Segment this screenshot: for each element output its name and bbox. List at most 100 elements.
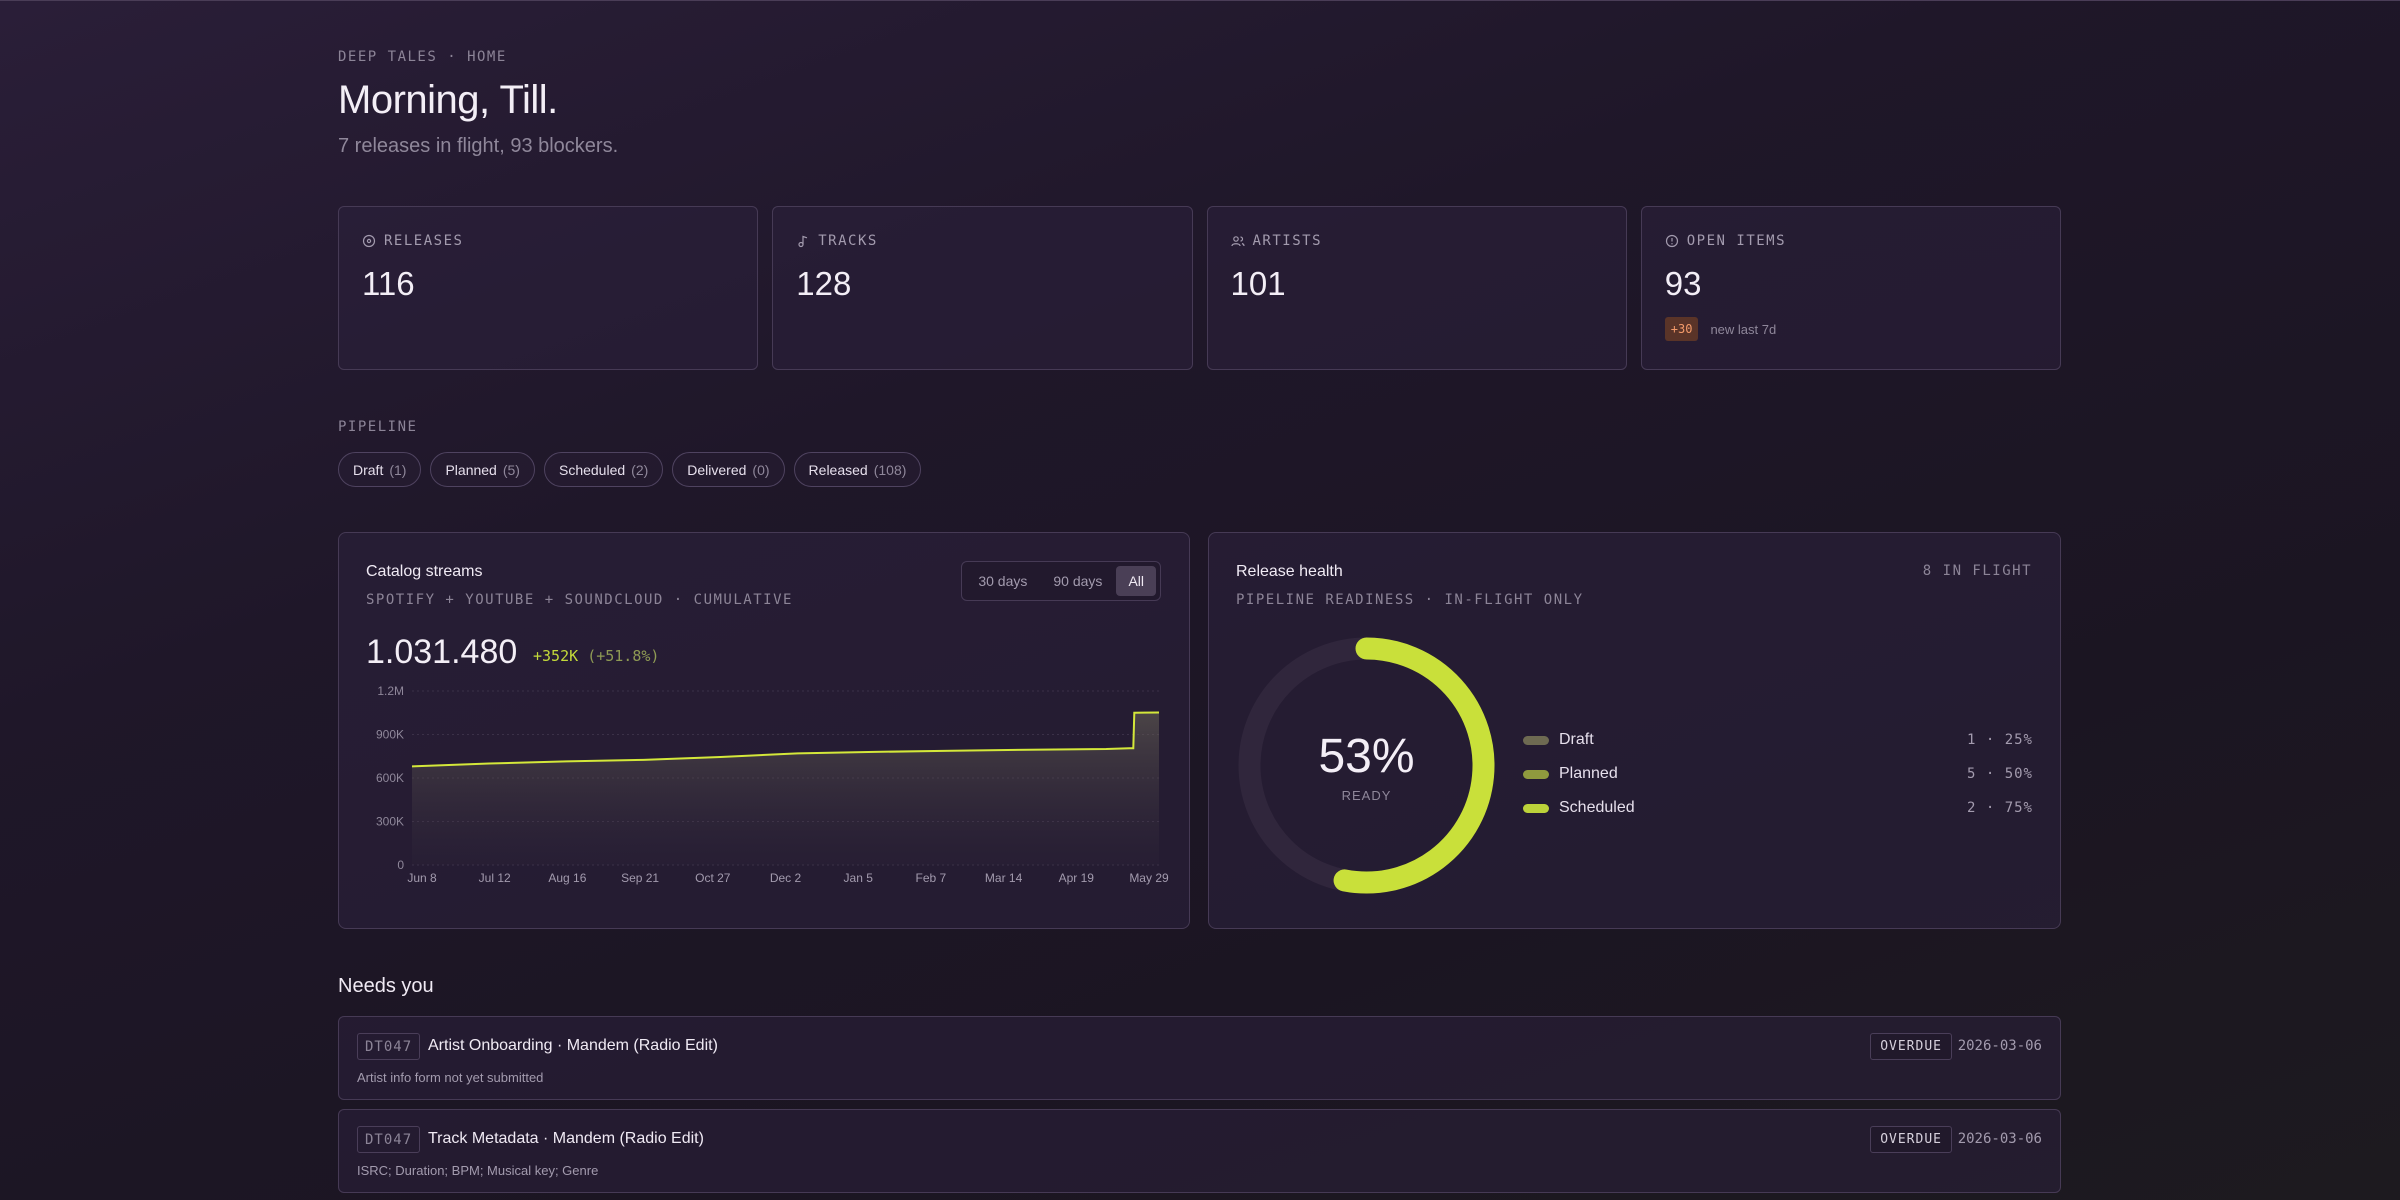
y-tick-label: 0 (397, 858, 404, 872)
streams-total: 1.031.480 (366, 633, 518, 671)
delta-badge: +30 (1664, 317, 1699, 341)
x-tick-label: Mar 14 (985, 871, 1023, 885)
stat-label-text: OPEN ITEMS (1686, 233, 1787, 249)
x-tick-label: Jul 12 (479, 871, 511, 885)
stat-label-artists: ARTISTS (1230, 233, 1603, 249)
donut-center: 53% READY (1234, 633, 1499, 898)
x-tick-label: Oct 27 (695, 871, 731, 885)
streams-delta: +352K (+51.8%) (533, 647, 659, 665)
ready-percent: 53% (1318, 729, 1415, 783)
range-all-button[interactable]: All (1116, 566, 1156, 596)
y-tick-label: 900K (376, 728, 404, 742)
disc-icon (362, 234, 376, 248)
legend-row-draft: Draft 1 · 25% (1523, 723, 2033, 757)
area-fill (412, 712, 1159, 865)
chip-count: (108) (873, 461, 907, 478)
stat-note-text: new last 7d (1710, 321, 1777, 337)
chip-count: (1) (389, 461, 407, 478)
chip-planned[interactable]: Planned (5) (430, 452, 535, 487)
catalog-streams-panel: Catalog streams SPOTIFY + YOUTUBE + SOUN… (338, 532, 1190, 929)
task-row[interactable]: DT047 Artist Onboarding · Mandem (Radio … (338, 1016, 2061, 1100)
y-tick-label: 1.2M (377, 684, 404, 698)
chip-name: Delivered (687, 461, 747, 478)
stat-card-artists[interactable]: ARTISTS 101 (1206, 206, 1627, 370)
alert-circle-icon (1665, 234, 1678, 248)
page-title: Morning, Till. (338, 78, 558, 122)
pipeline-chips: Draft (1) Planned (5) Scheduled (2) Deliver… (338, 452, 922, 487)
stat-card-releases[interactable]: RELEASES 116 (338, 206, 759, 370)
y-tick-label: 600K (376, 771, 404, 785)
stat-card-tracks[interactable]: TRACKS 128 (772, 206, 1193, 370)
chip-count: (2) (631, 461, 649, 478)
streams-title: Catalog streams (366, 563, 483, 580)
due-date: 2026-03-06 (1957, 1038, 2042, 1054)
stat-card-open-items[interactable]: OPEN ITEMS 93 +30 new last 7d (1640, 206, 2061, 370)
chip-name: Planned (445, 461, 497, 478)
x-tick-label: Jun 8 (407, 871, 437, 885)
task-id: DT047 (357, 1126, 421, 1153)
status-badge: OVERDUE (1870, 1126, 1952, 1153)
task-id: DT047 (357, 1033, 421, 1060)
stat-value-open-items: 93 (1664, 265, 1702, 302)
stat-label-text: RELEASES (384, 233, 464, 249)
stat-label-tracks: TRACKS (796, 233, 1168, 249)
needs-you-title: Needs you (338, 975, 434, 997)
legend-name: Scheduled (1559, 799, 1635, 816)
legend-value: 5 · 50% (1966, 766, 2033, 782)
y-tick-label: 300K (376, 815, 404, 829)
x-tick-label: Sep 21 (621, 871, 659, 885)
due-date: 2026-03-06 (1957, 1131, 2042, 1147)
chip-released[interactable]: Released (108) (793, 452, 922, 487)
range-selector: 30 days 90 days All (961, 561, 1161, 601)
stat-note: +30 new last 7d (1664, 317, 2037, 341)
stat-label-open-items: OPEN ITEMS (1665, 233, 2037, 249)
legend-swatch (1523, 803, 1549, 813)
x-tick-label: Dec 2 (770, 871, 802, 885)
legend-swatch (1523, 769, 1549, 779)
chip-count: (0) (752, 461, 770, 478)
task-name: Track Metadata · Mandem (Radio Edit) (428, 1130, 704, 1147)
legend-value: 2 · 75% (1966, 800, 2033, 816)
readiness-donut (1238, 637, 1495, 894)
stat-value-releases: 116 (362, 265, 415, 302)
music-note-icon (798, 235, 808, 248)
users-icon (1230, 236, 1245, 247)
range-30-days-button[interactable]: 30 days (978, 573, 1028, 589)
chip-name: Draft (353, 461, 384, 478)
task-row[interactable]: DT047 Track Metadata · Mandem (Radio Edi… (338, 1109, 2061, 1193)
chip-delivered[interactable]: Delivered (0) (672, 452, 785, 487)
status-badge: OVERDUE (1870, 1033, 1952, 1060)
task-description: ISRC; Duration; BPM; Musical key; Genre (357, 1163, 599, 1178)
streams-delta-pct: (+51.8%) (587, 647, 660, 665)
page-subtitle: 7 releases in flight, 93 blockers. (338, 135, 619, 157)
x-tick-label: Feb 7 (916, 871, 947, 885)
stats-row: RELEASES 116 TRACKS 128 ARTISTS 101 OPEN… (338, 206, 2061, 370)
chip-name: Released (808, 461, 868, 478)
stat-label-releases: RELEASES (362, 233, 734, 249)
pipeline-label: PIPELINE (338, 419, 418, 435)
chip-name: Scheduled (558, 461, 626, 478)
x-tick-label: Jan 5 (844, 871, 874, 885)
chip-draft[interactable]: Draft (1) (338, 452, 422, 487)
x-tick-label: Apr 19 (1059, 871, 1095, 885)
stat-label-text: ARTISTS (1252, 233, 1323, 249)
range-90-days-button[interactable]: 90 days (1053, 573, 1103, 589)
chip-count: (5) (502, 461, 520, 478)
stat-value-tracks: 128 (796, 265, 852, 302)
legend-value: 1 · 25% (1966, 732, 2033, 748)
ready-label: READY (1341, 787, 1392, 803)
series-line (411, 711, 1160, 768)
chip-scheduled[interactable]: Scheduled (2) (543, 452, 664, 487)
health-subtitle: PIPELINE READINESS · IN-FLIGHT ONLY (1236, 592, 1584, 608)
health-title: Release health (1236, 563, 1343, 580)
task-name: Artist Onboarding · Mandem (Radio Edit) (428, 1037, 718, 1054)
legend-swatch (1523, 735, 1549, 745)
streams-delta-value: +352K (533, 647, 579, 665)
legend-row-scheduled: Scheduled 2 · 75% (1523, 791, 2033, 825)
legend-name: Draft (1559, 731, 1594, 748)
streams-subtitle: SPOTIFY + YOUTUBE + SOUNDCLOUD · CUMULAT… (366, 592, 793, 608)
health-legend: Draft 1 · 25% Planned 5 · 50% Scheduled … (1523, 723, 2033, 825)
in-flight-count: 8 IN FLIGHT (1922, 563, 2032, 579)
x-tick-label: Aug 16 (548, 871, 586, 885)
